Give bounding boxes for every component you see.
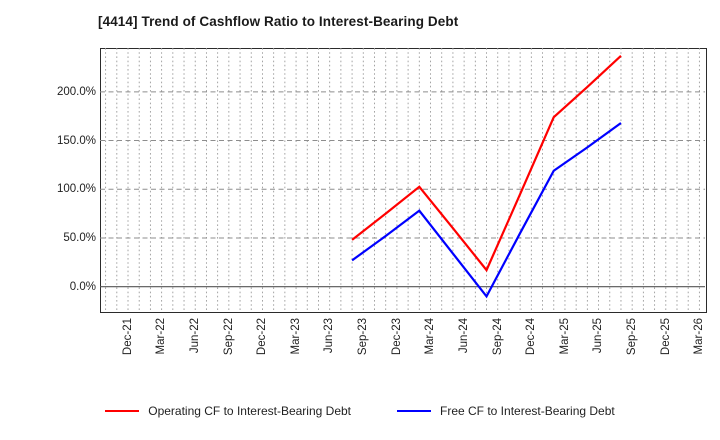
x-axis-tick-label: Jun-24 [457,318,470,354]
x-axis-tick-label: Mar-25 [558,318,571,355]
x-axis-tick-label: Jun-22 [189,318,202,354]
series-line [351,54,622,273]
x-axis-tick-label: Jun-25 [592,318,605,354]
y-axis-tick-label: 100.0% [56,183,96,196]
legend-label: Operating CF to Interest-Bearing Debt [148,404,351,418]
legend-line-swatch [397,409,431,413]
x-axis-tick-label: Sep-25 [625,318,638,356]
x-axis-tick-label: Mar-22 [155,318,168,355]
y-axis-tick-label: 150.0% [56,134,96,147]
plot-canvas [100,48,705,311]
legend-item[interactable]: Free CF to Interest-Bearing Debt [397,404,615,418]
y-axis: 0.0% 50.0% 100.0% 150.0% 200.0% [0,0,96,440]
legend-line-swatch [105,409,140,413]
y-axis-tick-label: 50.0% [63,231,96,244]
x-axis-tick-label: Mar-23 [289,318,302,355]
x-axis-tick-label: Mar-24 [424,318,437,355]
x-axis-tick-label: Sep-24 [491,318,504,356]
x-axis-tick-label: Sep-23 [357,318,370,356]
y-axis-tick-label: 0.0% [69,280,96,293]
x-axis-tick-label: Dec-22 [256,318,269,356]
x-axis-tick-label: Dec-21 [121,318,134,356]
chart-legend: Operating CF to Interest-Bearing Debt Fre… [0,404,720,418]
plot-area-border [100,48,707,313]
series-line [351,122,622,299]
x-axis-tick-label: Dec-24 [525,318,538,356]
x-axis-tick-label: Mar-26 [693,318,706,355]
legend-label: Free CF to Interest-Bearing Debt [440,404,615,418]
x-axis-tick-label: Dec-23 [390,318,403,356]
legend-item[interactable]: Operating CF to Interest-Bearing Debt [105,404,351,418]
x-axis-tick-label: Jun-23 [323,318,336,354]
x-axis-tick-label: Sep-22 [222,318,235,356]
page-title: [4414] Trend of Cashflow Ratio to Intere… [98,14,459,29]
x-axis-tick-label: Dec-25 [659,318,672,356]
y-axis-tick-label: 200.0% [56,85,96,98]
